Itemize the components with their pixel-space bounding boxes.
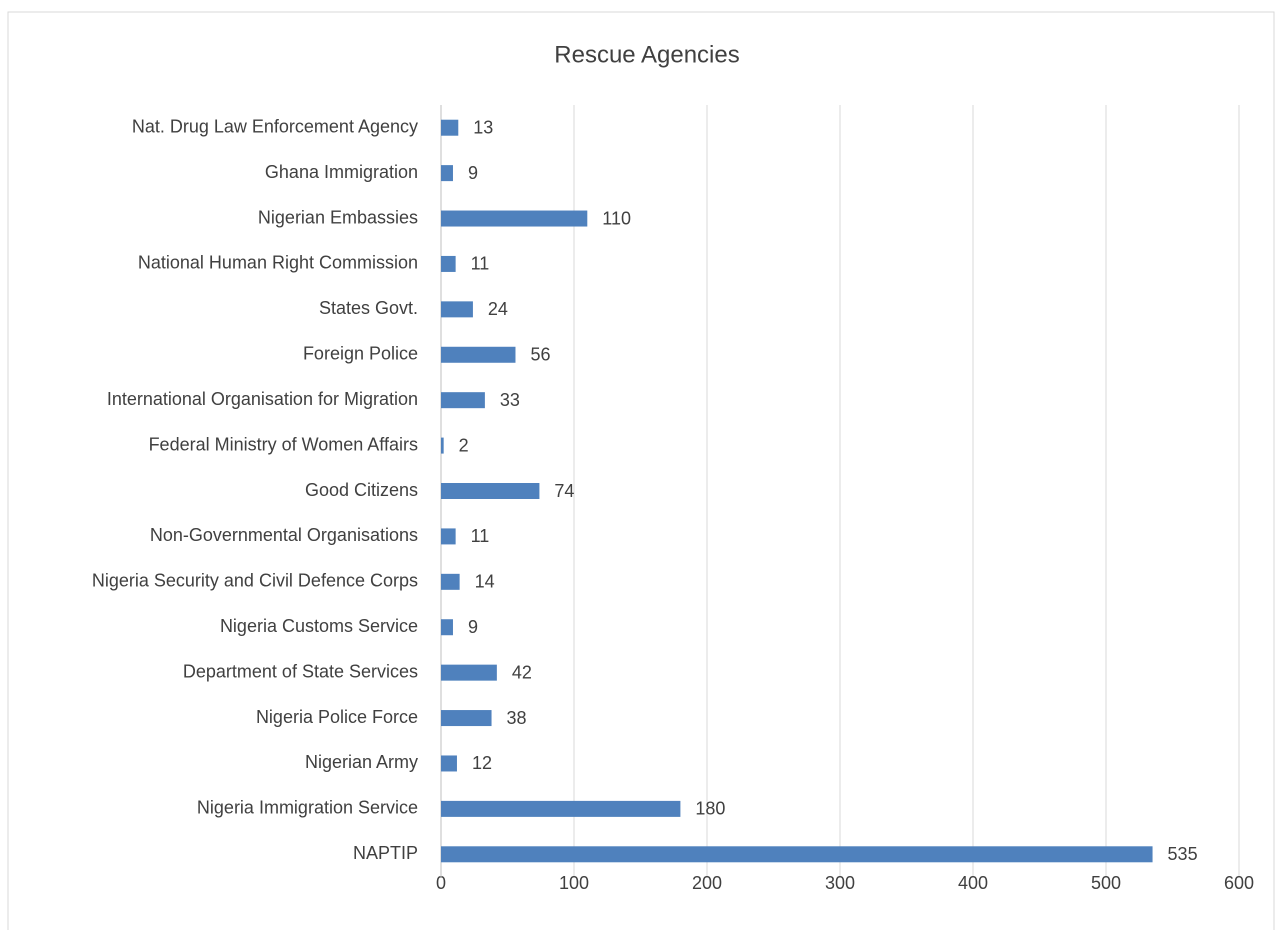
y-tick-label: Nigerian Army [305, 752, 418, 772]
bar [441, 800, 681, 817]
y-tick-label: Non-Governmental Organisations [150, 525, 418, 545]
y-tick-label: Nigeria Immigration Service [197, 798, 418, 818]
data-label: 13 [473, 117, 493, 137]
y-tick-label: National Human Right Commission [138, 253, 418, 273]
y-tick-label: NAPTIP [353, 843, 418, 863]
data-label: 9 [468, 617, 478, 637]
bar [441, 437, 444, 454]
bar [441, 165, 453, 182]
bar [441, 119, 459, 136]
x-tick-label: 300 [825, 873, 855, 893]
data-label: 180 [695, 799, 725, 819]
bar [441, 392, 485, 409]
y-tick-label: States Govt. [319, 298, 418, 318]
bar [441, 210, 588, 227]
data-label: 24 [488, 299, 508, 319]
bar [441, 846, 1153, 863]
x-tick-label: 400 [958, 873, 988, 893]
x-tick-label: 500 [1091, 873, 1121, 893]
data-label: 33 [500, 390, 520, 410]
data-label: 11 [471, 526, 490, 546]
y-tick-label: Nigeria Customs Service [220, 616, 418, 636]
data-label: 74 [554, 481, 574, 501]
bar [441, 255, 456, 272]
data-label: 42 [512, 662, 532, 682]
bar [441, 755, 457, 772]
bar [441, 573, 460, 590]
data-label: 9 [468, 163, 478, 183]
y-tick-label: Foreign Police [303, 344, 418, 364]
data-label: 11 [471, 254, 490, 274]
bar [441, 619, 453, 636]
y-tick-label: Ghana Immigration [265, 162, 418, 182]
bar [441, 710, 492, 727]
x-tick-label: 100 [559, 873, 589, 893]
bar [441, 528, 456, 545]
data-label: 535 [1168, 844, 1198, 864]
y-tick-label: Nigeria Security and Civil Defence Corps [92, 571, 418, 591]
bar [441, 301, 473, 318]
y-tick-label: International Organisation for Migration [107, 389, 418, 409]
data-label: 38 [507, 708, 527, 728]
y-tick-label: Department of State Services [183, 661, 418, 681]
x-tick-label: 0 [436, 873, 446, 893]
y-tick-label: Nigerian Embassies [258, 207, 418, 227]
bar [441, 664, 497, 681]
data-label: 56 [530, 345, 550, 365]
data-label: 14 [475, 572, 495, 592]
chart-border [7, 11, 1275, 930]
bar [441, 346, 516, 363]
x-tick-label: 200 [692, 873, 722, 893]
y-tick-label: Nat. Drug Law Enforcement Agency [132, 116, 418, 136]
data-label: 110 [602, 208, 631, 228]
data-label: 2 [459, 435, 469, 455]
y-tick-label: Good Citizens [305, 480, 418, 500]
data-label: 12 [472, 753, 492, 773]
y-tick-label: Nigeria Police Force [256, 707, 418, 727]
bar [441, 483, 540, 499]
chart-title: Rescue Agencies [554, 41, 739, 68]
y-tick-label: Federal Ministry of Women Affairs [149, 434, 418, 454]
x-tick-label: 600 [1224, 873, 1254, 893]
